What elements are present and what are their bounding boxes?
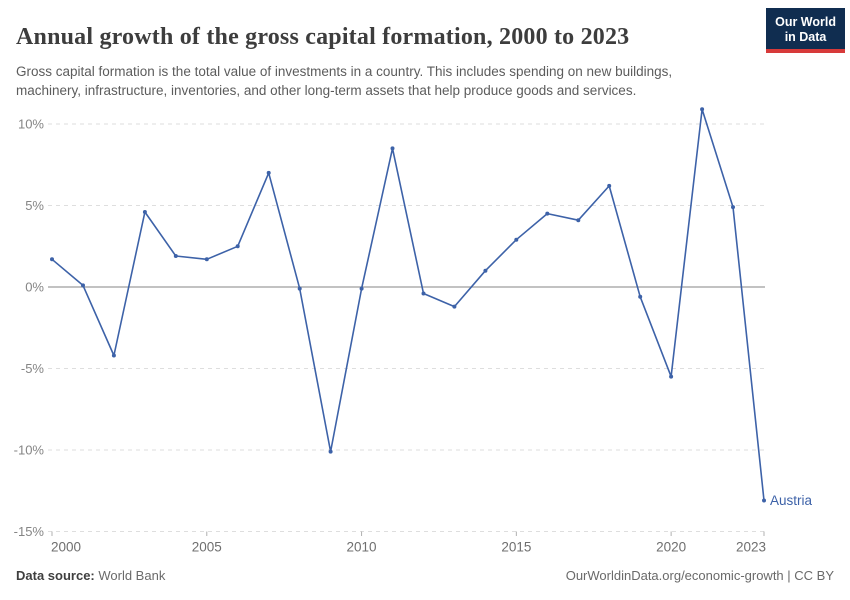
data-point[interactable] [421, 291, 426, 296]
entity-label[interactable]: Austria [770, 493, 813, 508]
y-axis-tick-label: 0% [25, 280, 44, 295]
series-line[interactable] [51, 108, 765, 502]
data-point[interactable] [514, 237, 519, 242]
data-point[interactable] [576, 218, 581, 223]
data-point[interactable] [111, 353, 116, 358]
data-point[interactable] [297, 286, 302, 291]
owid-logo[interactable]: Our World in Data [766, 8, 845, 53]
y-axis-tick-label: -10% [14, 443, 45, 458]
data-point[interactable] [50, 257, 54, 262]
chart-subtitle: Gross capital formation is the total val… [16, 63, 673, 98]
data-source-value: World Bank [94, 568, 166, 583]
chart-title: Annual growth of the gross capital forma… [16, 24, 630, 51]
data-point[interactable] [731, 205, 735, 210]
owid-logo-line1: Our World [775, 15, 836, 29]
data-point[interactable] [545, 211, 550, 216]
owid-logo-line2: in Data [784, 29, 827, 44]
x-axis-tick-label: 2015 [501, 540, 531, 555]
data-point[interactable] [607, 183, 612, 188]
data-point[interactable] [483, 268, 488, 273]
data-point[interactable] [638, 294, 643, 299]
y-axis-tick-label: 10% [18, 117, 44, 132]
x-axis-tick-label: 2023 [736, 540, 766, 555]
data-point[interactable] [669, 374, 674, 379]
x-axis-tick-label: 2000 [51, 540, 81, 555]
data-point[interactable] [266, 170, 271, 175]
credit-link[interactable]: OurWorldinData.org/economic-growth | CC … [565, 568, 834, 583]
y-axis-tick-label: -15% [14, 524, 45, 539]
data-source-label: Data source: [16, 568, 95, 583]
x-axis-tick-label: 2020 [656, 540, 686, 555]
data-point[interactable] [173, 254, 178, 258]
data-point[interactable] [81, 283, 85, 288]
data-source: Data source: World Bank [16, 568, 165, 583]
data-point[interactable] [762, 498, 766, 503]
data-point[interactable] [328, 449, 333, 454]
y-axis-tick-label: 5% [25, 198, 44, 213]
data-point[interactable] [359, 286, 364, 291]
data-point[interactable] [452, 304, 457, 309]
data-point[interactable] [390, 146, 395, 151]
x-axis-tick-label: 2005 [192, 540, 222, 555]
data-point[interactable] [700, 107, 705, 112]
y-axis-tick-label: -5% [21, 361, 45, 376]
data-point[interactable] [235, 244, 240, 249]
x-axis-tick-label: 2010 [347, 540, 377, 555]
data-point[interactable] [204, 257, 209, 262]
data-point[interactable] [142, 210, 147, 214]
